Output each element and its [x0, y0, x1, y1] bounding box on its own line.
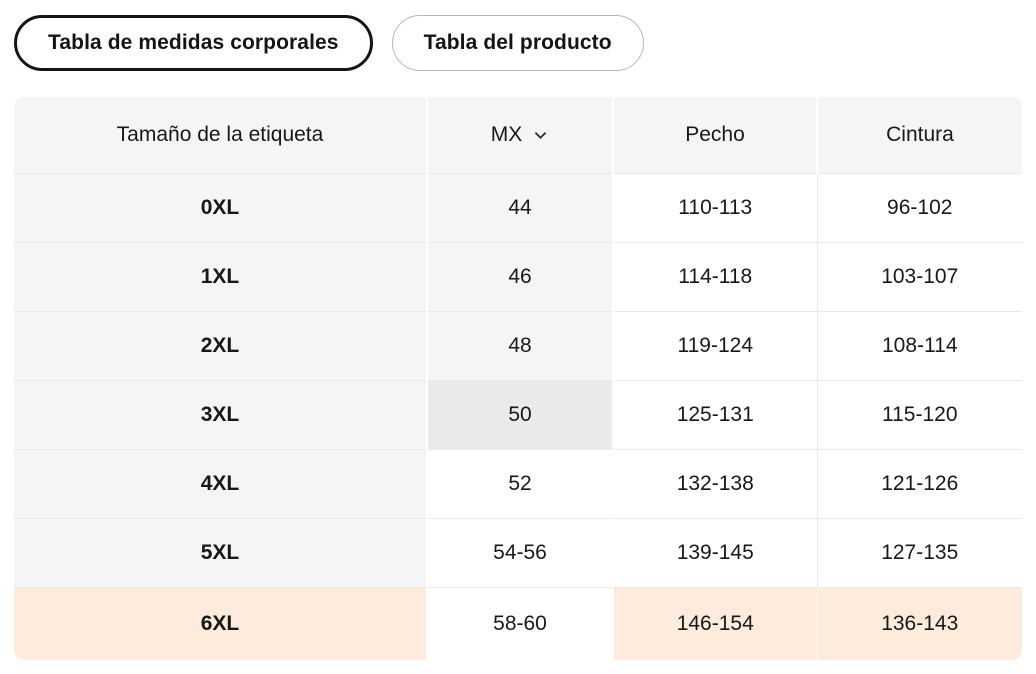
header-size-label: Tamaño de la etiqueta [14, 97, 428, 173]
waist-cell: 108-114 [817, 310, 1022, 380]
chest-cell: 114-118 [613, 241, 818, 311]
size-label-cell: 2XL [14, 310, 428, 380]
tab-body-measurements[interactable]: Tabla de medidas corporales [14, 15, 373, 71]
mx-size-cell: 46 [427, 241, 614, 311]
chest-cell: 139-145 [613, 517, 818, 587]
header-waist: Cintura [817, 97, 1022, 173]
chest-cell: 132-138 [613, 448, 818, 518]
waist-cell: 115-120 [817, 379, 1022, 449]
mx-size-cell: 54-56 [427, 517, 614, 587]
size-label-cell: 0XL [14, 172, 428, 242]
table-row: 2XL 48 119-124 108-114 [14, 310, 1022, 380]
waist-cell: 121-126 [817, 448, 1022, 518]
mx-size-cell: 52 [427, 448, 614, 518]
mx-size-cell: 58-60 [427, 586, 614, 660]
table-row: 1XL 46 114-118 103-107 [14, 241, 1022, 311]
chest-cell: 119-124 [613, 310, 818, 380]
table-row: 3XL 50 125-131 115-120 [14, 379, 1022, 449]
waist-cell: 127-135 [817, 517, 1022, 587]
table-row: 6XL 58-60 146-154 136-143 [14, 586, 1022, 660]
size-chart-table: Tamaño de la etiqueta MX Pecho Cintura 0… [14, 97, 1022, 660]
table-row: 5XL 54-56 139-145 127-135 [14, 517, 1022, 587]
header-chest: Pecho [613, 97, 818, 173]
header-sizing-system[interactable]: MX [427, 97, 614, 173]
table-row: 4XL 52 132-138 121-126 [14, 448, 1022, 518]
size-label-cell: 4XL [14, 448, 428, 518]
chevron-down-icon [535, 132, 547, 139]
waist-cell: 136-143 [817, 586, 1022, 660]
header-row: Tamaño de la etiqueta MX Pecho Cintura [14, 97, 1022, 173]
chart-type-tabs: Tabla de medidas corporales Tabla del pr… [14, 15, 1022, 71]
waist-cell: 96-102 [817, 172, 1022, 242]
sizing-system-dropdown[interactable]: MX [491, 123, 550, 147]
mx-size-cell: 50 [427, 379, 614, 449]
size-label-cell: 5XL [14, 517, 428, 587]
sizing-system-value: MX [490, 122, 523, 146]
chest-cell: 146-154 [613, 586, 818, 660]
mx-size-cell: 48 [427, 310, 614, 380]
chest-cell: 110-113 [613, 172, 818, 242]
chest-cell: 125-131 [613, 379, 818, 449]
table-body: 0XL 44 110-113 96-102 1XL 46 114-118 103… [14, 172, 1022, 660]
mx-size-cell: 44 [427, 172, 614, 242]
size-label-cell: 6XL [14, 586, 428, 660]
tab-product-measurements[interactable]: Tabla del producto [391, 15, 644, 71]
size-chart-page: Tabla de medidas corporales Tabla del pr… [14, 15, 1022, 660]
size-chart-table-container: Tamaño de la etiqueta MX Pecho Cintura 0… [14, 97, 1022, 660]
size-label-cell: 3XL [14, 379, 428, 449]
size-label-cell: 1XL [14, 241, 428, 311]
waist-cell: 103-107 [817, 241, 1022, 311]
table-row: 0XL 44 110-113 96-102 [14, 172, 1022, 242]
